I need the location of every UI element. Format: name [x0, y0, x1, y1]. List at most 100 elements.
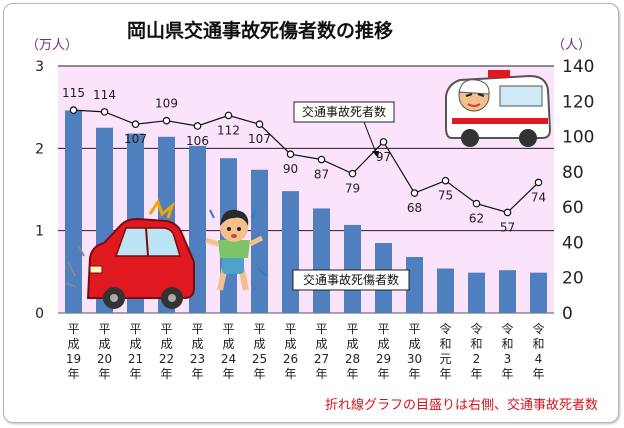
category-label-part: 令	[501, 321, 513, 336]
category-label-part: 年	[470, 367, 482, 381]
category-label-part: 平	[67, 322, 79, 336]
left-tick-label: 0	[35, 306, 44, 322]
category-label-part: 成	[408, 337, 420, 351]
bar	[530, 272, 547, 313]
category-label-part: 令	[439, 321, 451, 336]
category-label-part: 2	[473, 352, 481, 366]
car-illustration	[65, 198, 195, 309]
category-label-part: 成	[160, 337, 172, 351]
right-tick-label: 120	[562, 92, 594, 112]
category-label-part: 29	[376, 352, 391, 366]
bar-series-callout: 交通事故死傷者数	[292, 269, 410, 291]
right-axis-unit: （人）	[552, 38, 591, 53]
category-label-part: 平	[346, 322, 358, 336]
category-label-part: 年	[439, 367, 451, 381]
category-label-part: 平	[253, 322, 265, 336]
data-label: 74	[531, 190, 546, 204]
category-label-part: 成	[315, 337, 327, 351]
category-label-part: 成	[284, 337, 296, 351]
bar	[313, 208, 330, 313]
right-tick-label: 40	[562, 233, 584, 253]
category-label-part: 成	[222, 337, 234, 351]
category-label-part: 年	[191, 367, 203, 381]
category-label-part: 年	[346, 367, 358, 381]
left-tick-label: 2	[35, 141, 44, 157]
category-label-part: 成	[346, 337, 358, 351]
category-label-part: 年	[98, 367, 110, 381]
line-series-callout: 交通事故死者数	[293, 101, 395, 159]
category-label-part: 24	[221, 352, 236, 366]
line-point	[224, 111, 233, 120]
category-label-part: 平	[315, 322, 327, 336]
category-label-part: 27	[314, 352, 329, 366]
data-label: 107	[248, 132, 271, 146]
category-axis: 平成19年平成20年平成21年平成22年平成23年平成24年平成25年平成26年…	[66, 321, 545, 381]
right-tick-label: 80	[562, 163, 584, 183]
line-point	[441, 176, 450, 185]
bar	[282, 191, 299, 313]
line-point	[286, 150, 295, 159]
left-tick-label: 1	[35, 224, 44, 240]
category-label-part: 21	[128, 352, 143, 366]
category-label-part: 和	[501, 337, 513, 351]
category-label-part: 年	[315, 367, 327, 381]
category-label-part: 成	[129, 337, 141, 351]
category-label-part: 26	[283, 352, 298, 366]
category-label-part: 年	[532, 367, 544, 381]
category-label-part: 年	[253, 367, 265, 381]
category-label-part: 年	[222, 367, 234, 381]
category-label-part: 成	[67, 337, 79, 351]
category-label-part: 和	[439, 337, 451, 351]
category-label-part: 22	[159, 352, 174, 366]
bar	[437, 268, 454, 313]
category-label-part: 成	[98, 337, 110, 351]
category-label-part: 平	[160, 322, 172, 336]
category-label-part: 年	[67, 367, 79, 381]
category-label-part: 平	[284, 322, 296, 336]
right-tick-label: 100	[562, 128, 594, 148]
data-label: 90	[283, 162, 298, 176]
right-axis-ticks: 0 20 40 60 80 100 120 140	[562, 57, 594, 324]
data-label: 106	[186, 134, 209, 148]
category-label-part: 23	[190, 352, 205, 366]
category-label-part: 令	[532, 321, 544, 336]
line-point	[162, 116, 171, 125]
line-series: 115 114 107 109 106 112 107 90 87 79 97 68 75 62 57 74	[62, 86, 546, 234]
data-label: 79	[345, 182, 360, 196]
category-label-part: 成	[377, 337, 389, 351]
category-label-part: 年	[377, 367, 389, 381]
bar	[468, 272, 485, 313]
left-tick-label: 3	[35, 59, 44, 75]
category-label-part: 成	[191, 337, 203, 351]
line-point	[131, 120, 140, 129]
right-tick-label: 140	[562, 57, 594, 77]
axis-note: 折れ線グラフの目盛りは右側、交通事故死者数	[325, 397, 598, 413]
category-label-part: 3	[504, 352, 512, 366]
line-point	[317, 155, 326, 164]
category-label-part: 和	[470, 337, 482, 351]
data-label: 75	[438, 189, 453, 203]
category-label-part: 和	[532, 337, 544, 351]
left-axis-ticks: 0 1 2 3	[35, 59, 44, 322]
bar-series-callout-label: 交通事故死傷者数	[303, 272, 399, 287]
data-label: 87	[314, 168, 329, 182]
line-point	[410, 189, 419, 197]
category-label-part: 年	[129, 367, 141, 381]
category-label-part: 平	[191, 322, 203, 336]
category-label-part: 28	[345, 352, 360, 366]
data-label: 57	[500, 220, 515, 234]
line-point	[255, 120, 264, 129]
series-line	[73, 109, 539, 214]
bar	[499, 270, 516, 313]
line-point	[69, 106, 78, 114]
data-label: 97	[376, 150, 391, 164]
